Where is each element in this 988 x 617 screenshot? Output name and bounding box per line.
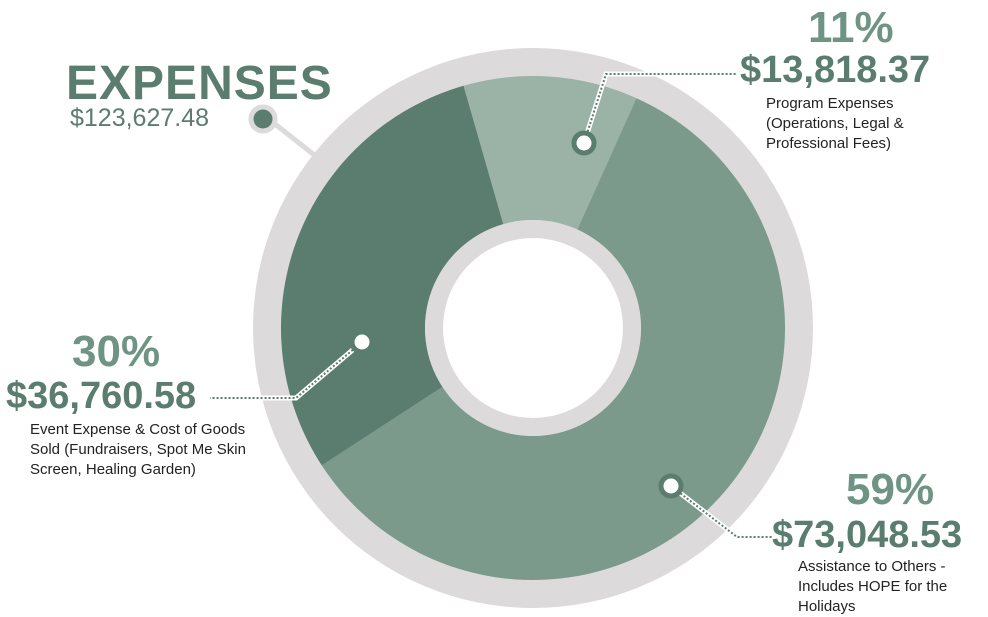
- marker-events: [349, 329, 375, 355]
- leader-line-program: [583, 73, 736, 144]
- slice-assistance-to-others: [321, 98, 785, 580]
- slice-description-program: Program Expenses (Operations, Legal & Pr…: [766, 95, 904, 152]
- slice-description-assistance: Assistance to Others - Includes HOPE for…: [798, 558, 948, 615]
- chart-title: EXPENSES: [66, 57, 333, 110]
- slice-amount-events: $36,760.58: [6, 375, 197, 417]
- slice-amount-assistance: $73,048.53: [772, 514, 963, 556]
- leader-halo-assistance: [668, 483, 775, 540]
- donut-hole: [443, 238, 623, 418]
- slice-amount-program: $13,818.37: [740, 49, 931, 91]
- marker-assistance: [658, 473, 684, 499]
- slice-percent-assistance: 59%: [846, 465, 935, 514]
- title-connector: [268, 118, 320, 160]
- slice-percent-program: 11%: [808, 3, 894, 52]
- slice-description-events: Event Expense & Cost of Goods Sold (Fund…: [30, 421, 246, 478]
- total-expenses-value: $123,627.48: [70, 104, 210, 132]
- marker-program: [571, 130, 597, 156]
- slice-percent-events: 30%: [72, 327, 161, 376]
- slice-event-expense: [281, 85, 504, 466]
- title-marker: [248, 104, 278, 134]
- leader-line-events: [210, 341, 363, 399]
